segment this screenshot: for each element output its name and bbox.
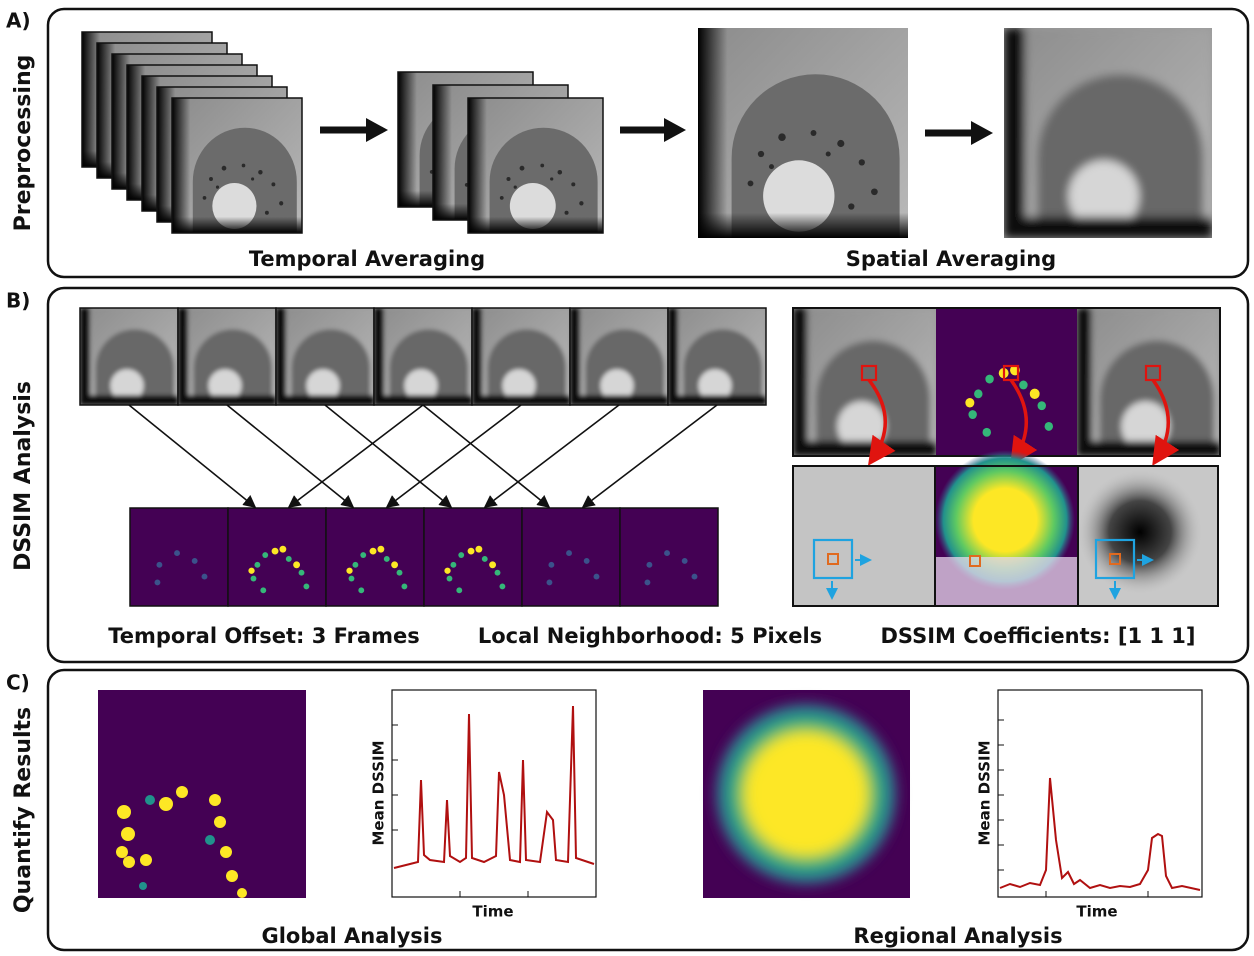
caption: DSSIM Coefficients: [1 1 1]: [881, 624, 1196, 648]
frame-image: [570, 308, 668, 405]
axis-label: Mean DSSIM: [976, 740, 994, 845]
axis-label: Time: [472, 903, 513, 921]
caption: Local Neighborhood: 5 Pixels: [478, 624, 822, 648]
frame-image: [326, 508, 424, 606]
caption: Regional Analysis: [853, 924, 1062, 948]
frame-image: [468, 98, 603, 233]
global-map: [98, 690, 306, 898]
frame-image: [374, 308, 472, 405]
arrow: [583, 405, 717, 507]
frame-image: [228, 508, 326, 606]
frame-image: [80, 308, 178, 405]
frame-image: [276, 308, 374, 405]
frame-image: [178, 308, 276, 405]
panel-title: DSSIM Analysis: [11, 381, 36, 571]
dssim-row: [130, 508, 718, 606]
panel-title: Quantify Results: [11, 707, 36, 913]
detail-row-top: [793, 308, 1220, 460]
caption: Global Analysis: [261, 924, 442, 948]
arrow: [325, 405, 451, 507]
caption: Spatial Averaging: [846, 247, 1056, 271]
line-plot: Mean DSSIM Time: [976, 690, 1203, 921]
frame-image: [172, 98, 302, 233]
frame-image: [472, 308, 570, 405]
figure: A) Preprocessing Temporal Averaging Spat…: [0, 0, 1254, 956]
averaged-frame: [698, 28, 908, 238]
axis-label: Mean DSSIM: [370, 740, 388, 845]
caption: Temporal Offset: 3 Frames: [108, 624, 420, 648]
caption: Temporal Averaging: [249, 247, 485, 271]
arrows: [129, 405, 717, 507]
arrow: [289, 405, 423, 507]
arrow: [129, 405, 255, 507]
axis-label: Time: [1076, 903, 1117, 921]
panel-b: B) DSSIM Analysis Temporal Offset: 3 Fra…: [6, 288, 1248, 662]
panel-label: C): [6, 671, 30, 695]
frame-image: [620, 508, 718, 606]
panel-label: B): [6, 289, 30, 313]
detail-row-bottom: [793, 450, 1218, 606]
frame-row: [80, 308, 766, 405]
frame-image: [130, 508, 228, 606]
frame-stack: [82, 32, 302, 233]
arrow: [485, 405, 619, 507]
panel-label: A): [6, 9, 31, 33]
arrow: [423, 405, 549, 507]
regional-map: [703, 690, 910, 898]
frame-stack: [398, 72, 603, 233]
arrow: [387, 405, 521, 507]
panel-title: Preprocessing: [11, 55, 36, 232]
line-plot: Mean DSSIM Time: [370, 690, 597, 921]
frame-image: [668, 308, 766, 405]
panel-a: A) Preprocessing Temporal Averaging Spat…: [6, 9, 1248, 278]
frame-image: [424, 508, 522, 606]
frame-image: [522, 508, 620, 606]
blurred-frame: [1004, 28, 1212, 238]
panel-c: C) Quantify Results Mean DSSIM Time Mean…: [6, 670, 1248, 950]
arrow: [227, 405, 353, 507]
